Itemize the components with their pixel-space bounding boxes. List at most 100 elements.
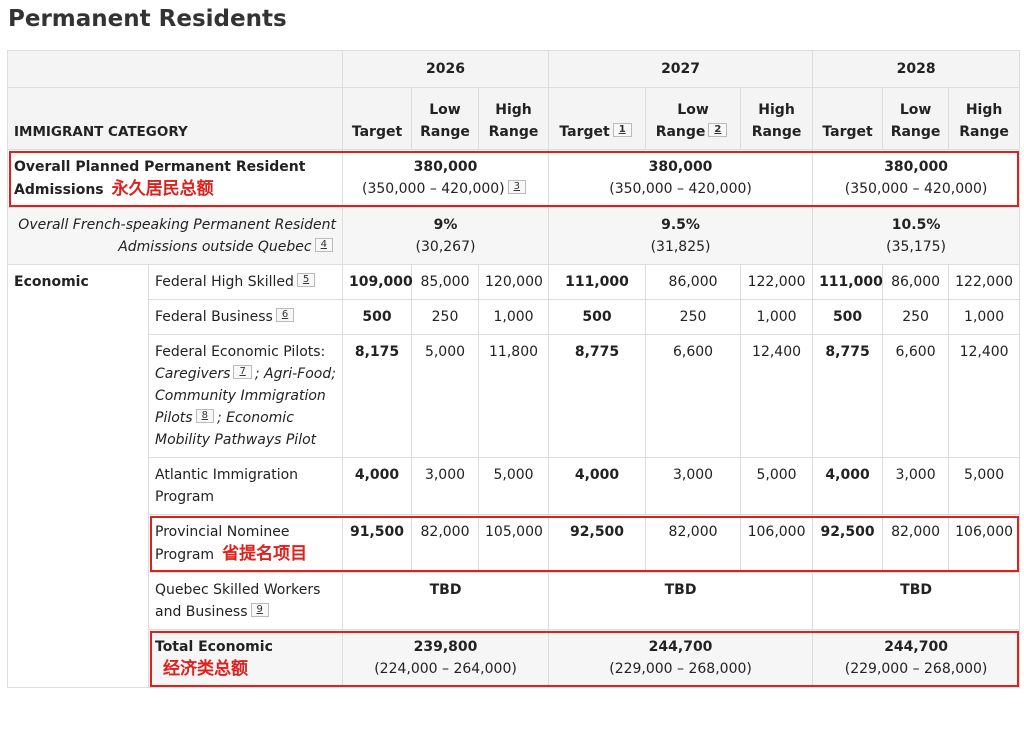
value-cell: 85,000 <box>411 264 479 300</box>
value-cell: 6,600 <box>645 334 742 458</box>
value-cell: TBD <box>341 572 550 630</box>
row-label: Provincial Nominee Program 省提名项目 <box>148 514 343 573</box>
label-text: ; Economic Mobility Pathways Pilot <box>155 410 317 448</box>
value-cell: 250 <box>411 299 479 335</box>
program-row: Economic Federal High Skilled 5 109,000 85,0… <box>7 264 1021 688</box>
value-cell: 86,000 <box>882 264 950 300</box>
column-label: Target <box>822 124 873 140</box>
value-cell: 5,000 <box>948 457 1021 515</box>
column-label: High Range <box>959 102 1009 140</box>
label-text: Federal Business <box>155 309 273 325</box>
value-cell: TBD <box>812 572 1021 630</box>
value-cell: 8,775 <box>548 334 647 458</box>
summary-value: 244,700 <box>884 639 948 655</box>
page-title: Permanent Residents <box>8 6 287 32</box>
value-cell: 500 <box>548 299 647 335</box>
group-label: Economic <box>7 264 149 688</box>
summary-range: (350,000 – 420,000) <box>609 181 752 197</box>
summary-value: 244,700 <box>648 639 713 655</box>
row-label: Overall French-speaking Permanent Reside… <box>7 207 343 265</box>
row-label: Federal Economic Pilots: Caregivers 7; Agr… <box>148 334 343 458</box>
footnote-link: 3 <box>507 180 527 194</box>
label-text: Atlantic Immigration Program <box>155 467 299 505</box>
program-row: Federal Economic Pilots: Caregivers 7; Agr… <box>8 334 1021 458</box>
label-text: Overall Planned Permanent Resident Admis… <box>14 159 306 198</box>
value-cell: 5,000 <box>411 334 479 458</box>
header-row: IMMIGRANT CATEGORY Target Low Range High Ra… <box>7 87 1021 150</box>
year-header: 2027 <box>548 50 814 88</box>
value-cell: 1,000 <box>477 299 550 335</box>
value-cell: 105,000 <box>477 514 550 573</box>
footnote-link: 9 <box>250 603 269 617</box>
value-cell: 250 <box>882 299 950 335</box>
value-cell: 3,000 <box>411 457 479 515</box>
value-cell: 82,000 <box>411 514 479 573</box>
label-text: Quebec Skilled Workers and Business <box>155 582 321 620</box>
column-header: Target <box>342 87 412 150</box>
column-header: High Range <box>948 87 1021 150</box>
header-cell <box>7 50 343 88</box>
summary-value: 380,000 <box>884 159 948 175</box>
summary-cell: 10.5% (35,175) <box>812 207 1021 265</box>
residents-table: 2026 2027 2028 IMMIGRANT CATEGORY Target Low … <box>7 50 1021 688</box>
value-cell: 4,000 <box>342 457 412 515</box>
row-label: Federal High Skilled 5 <box>148 264 343 300</box>
value-cell: 82,000 <box>882 514 950 573</box>
label-text: Provincial Nominee Program <box>155 524 290 563</box>
column-header: Low Range <box>882 87 950 150</box>
label-text: Federal High Skilled <box>155 274 294 290</box>
column-label: Low Range <box>890 102 941 140</box>
category-header: IMMIGRANT CATEGORY <box>7 87 343 150</box>
label-text: Federal Economic Pilots: <box>155 344 326 360</box>
column-label: Target <box>351 124 403 140</box>
value-cell: 4,000 <box>812 457 884 515</box>
row-label: Overall Planned Permanent Resident Admis… <box>7 149 343 208</box>
summary-cell: 380,000 (350,000 – 420,000) <box>548 149 814 208</box>
footnote-link: 4 <box>314 238 333 252</box>
program-row: Provincial Nominee Program 省提名项目 91,500 82,… <box>8 514 1021 573</box>
summary-value: 10.5% <box>891 217 941 233</box>
annotation: 经济类总额 <box>163 659 248 679</box>
column-label: Target <box>559 124 610 140</box>
column-header: Target 1 <box>548 87 647 150</box>
column-header: Low Range <box>411 87 479 150</box>
column-label: Low Range <box>655 102 709 140</box>
value-cell: 6,600 <box>882 334 950 458</box>
footnote-link: 5 <box>296 273 316 287</box>
summary-value: 239,800 <box>413 639 478 655</box>
program-row: Atlantic Immigration Program 4,000 3,000 5,… <box>8 457 1021 515</box>
summary-range: (350,000 – 420,000) 3 <box>349 178 542 200</box>
program-row: Federal Business 6 500 250 1,000 500 250 1,000 5… <box>8 299 1021 335</box>
column-label: High Range <box>488 102 539 140</box>
value-cell: 11,800 <box>477 334 550 458</box>
summary-value: 380,000 <box>648 159 713 175</box>
footnote-link: 6 <box>275 308 295 322</box>
summary-cell: 9% (30,267) <box>341 207 550 265</box>
value-cell: 92,500 <box>548 514 647 573</box>
value-cell: 92,500 <box>812 514 884 573</box>
summary-value: 9% <box>433 217 458 233</box>
column-header: High Range <box>740 87 814 150</box>
label-text: Caregivers <box>155 366 231 382</box>
footnote-link: 2 <box>708 123 728 137</box>
program-row: Total Economic 经济类总额 239,800 (224,000 – 264… <box>8 629 1021 688</box>
value-cell: 106,000 <box>740 514 814 573</box>
value-cell: 1,000 <box>948 299 1021 335</box>
annotation: 永久居民总额 <box>111 179 214 199</box>
value-cell: 500 <box>812 299 884 335</box>
value-cell: 109,000 <box>342 264 413 300</box>
summary-range: (31,825) <box>650 239 711 255</box>
value-cell: 1,000 <box>740 299 814 335</box>
value-cell: TBD <box>548 572 814 630</box>
header-row: 2026 2027 2028 <box>7 50 1021 88</box>
value-cell: 122,000 <box>948 264 1021 300</box>
footnote-link: 7 <box>233 365 252 379</box>
label-text: Total Economic <box>155 639 273 655</box>
summary-cell: 9.5% (31,825) <box>548 207 814 265</box>
value-cell: 12,400 <box>948 334 1021 458</box>
summary-range: (30,267) <box>415 239 476 255</box>
value-cell: 111,000 <box>548 264 647 300</box>
summary-range: (350,000 – 420,000) <box>844 181 988 197</box>
column-header: High Range <box>477 87 550 150</box>
row-label: Quebec Skilled Workers and Business 9 <box>148 572 343 630</box>
